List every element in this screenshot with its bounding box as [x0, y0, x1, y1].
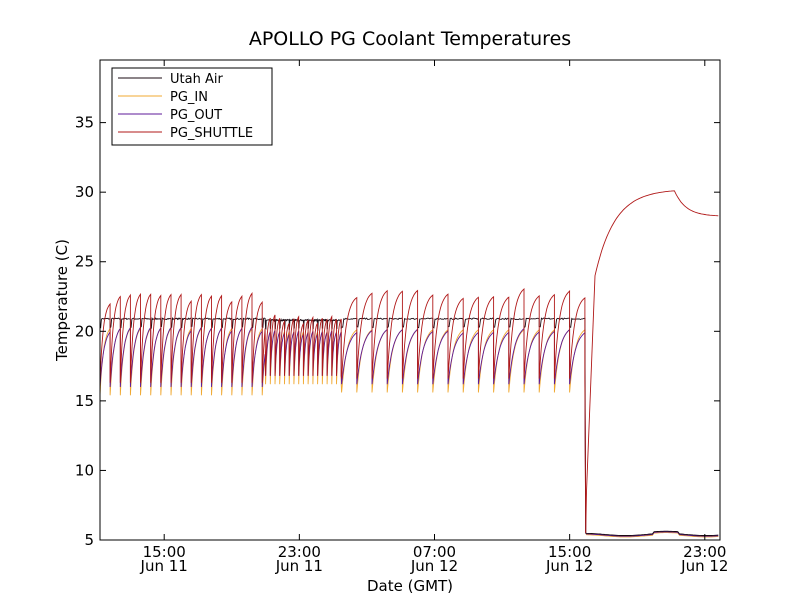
y-tick-label: 15 [75, 392, 94, 410]
plot-lines [99, 190, 719, 538]
y-tick-label: 5 [84, 531, 94, 549]
legend: Utah Air PG_IN PG_OUT PG_SHUTTLE [111, 67, 273, 146]
x-axis-label: Date (GMT) [367, 577, 453, 595]
x-tick-label-time: 15:00 [548, 543, 591, 561]
legend-label-utah-air: Utah Air [170, 72, 223, 87]
y-axis-label: Temperature (C) [53, 239, 71, 362]
y-tick-label: 25 [75, 253, 94, 271]
x-tick-label-time: 23:00 [683, 543, 726, 561]
chart-title: APOLLO PG Coolant Temperatures [249, 28, 571, 50]
legend-label-pg-shuttle: PG_SHUTTLE [170, 126, 253, 141]
y-axis-ticks: 5 10 15 20 25 30 35 [75, 114, 720, 549]
legend-label-pg-in: PG_IN [170, 90, 208, 105]
y-tick-label: 35 [75, 114, 94, 132]
x-tick-label-date: Jun 12 [680, 557, 728, 575]
plot-frame [99, 59, 721, 541]
legend-label-pg-out: PG_OUT [170, 108, 222, 123]
y-tick-label: 10 [75, 461, 94, 479]
x-tick-label-time: 07:00 [413, 543, 456, 561]
x-tick-label-date: Jun 12 [410, 557, 458, 575]
series-pg-shuttle [99, 190, 719, 534]
x-tick-label-date: Jun 11 [275, 557, 323, 575]
x-tick-label-date: Jun 12 [545, 557, 593, 575]
y-tick-label: 20 [75, 322, 94, 340]
x-tick-label-time: 15:00 [143, 543, 186, 561]
x-tick-label-date: Jun 11 [140, 557, 188, 575]
x-tick-label-time: 23:00 [278, 543, 321, 561]
y-tick-label: 30 [75, 183, 94, 201]
